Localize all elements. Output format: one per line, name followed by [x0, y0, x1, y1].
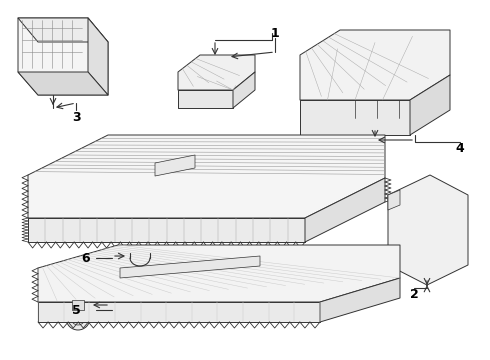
- Polygon shape: [178, 55, 255, 90]
- Text: 3: 3: [72, 111, 80, 123]
- Circle shape: [56, 35, 67, 45]
- Polygon shape: [305, 178, 385, 242]
- Polygon shape: [38, 302, 320, 322]
- Circle shape: [421, 249, 433, 261]
- Circle shape: [395, 117, 403, 125]
- Circle shape: [373, 38, 387, 52]
- Circle shape: [373, 55, 387, 69]
- Circle shape: [56, 65, 67, 75]
- Circle shape: [46, 48, 60, 62]
- Circle shape: [351, 117, 359, 125]
- Circle shape: [31, 50, 41, 60]
- Circle shape: [446, 224, 458, 236]
- Polygon shape: [388, 175, 468, 285]
- Circle shape: [348, 38, 362, 52]
- Circle shape: [373, 117, 381, 125]
- Text: 6: 6: [82, 252, 90, 265]
- Polygon shape: [88, 18, 108, 95]
- Polygon shape: [300, 100, 410, 135]
- Polygon shape: [178, 90, 233, 108]
- Polygon shape: [28, 135, 385, 218]
- Circle shape: [323, 55, 337, 69]
- Circle shape: [421, 199, 433, 211]
- Circle shape: [418, 221, 436, 239]
- Polygon shape: [410, 75, 450, 135]
- Polygon shape: [72, 300, 84, 310]
- Circle shape: [409, 212, 445, 248]
- Polygon shape: [300, 30, 450, 100]
- Polygon shape: [18, 18, 108, 42]
- Circle shape: [39, 41, 67, 69]
- Circle shape: [151, 252, 159, 260]
- Circle shape: [398, 38, 412, 52]
- Text: 5: 5: [72, 303, 80, 316]
- Polygon shape: [388, 190, 400, 210]
- Polygon shape: [155, 155, 195, 176]
- Polygon shape: [233, 72, 255, 108]
- Circle shape: [40, 35, 49, 45]
- Circle shape: [348, 55, 362, 69]
- Polygon shape: [120, 256, 260, 278]
- Circle shape: [421, 55, 435, 69]
- Text: 2: 2: [410, 288, 418, 302]
- Circle shape: [66, 306, 90, 330]
- Circle shape: [31, 33, 75, 77]
- Circle shape: [398, 55, 412, 69]
- Polygon shape: [18, 18, 108, 95]
- Circle shape: [71, 311, 85, 325]
- Polygon shape: [320, 278, 400, 322]
- Circle shape: [397, 200, 457, 260]
- Polygon shape: [28, 218, 305, 242]
- Circle shape: [323, 38, 337, 52]
- Polygon shape: [18, 72, 108, 95]
- Circle shape: [40, 65, 49, 75]
- Circle shape: [396, 224, 408, 236]
- Circle shape: [65, 50, 75, 60]
- Text: 4: 4: [456, 141, 465, 154]
- Circle shape: [421, 38, 435, 52]
- Polygon shape: [38, 245, 400, 302]
- Text: 1: 1: [270, 27, 279, 40]
